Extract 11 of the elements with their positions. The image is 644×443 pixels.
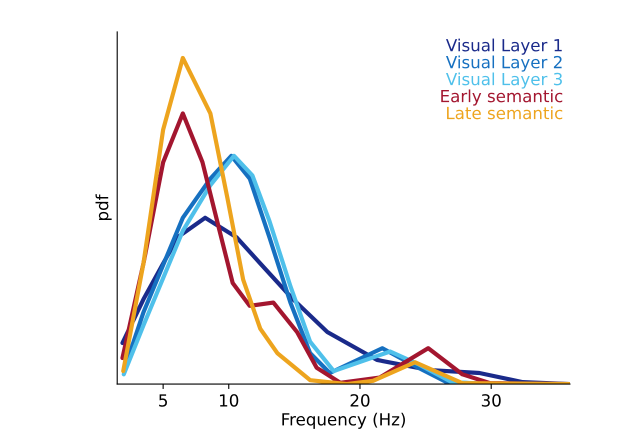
x-tick-label: 30 (482, 394, 501, 407)
text: Visual Layer 2 (446, 56, 562, 72)
x-tick-label: 5 (159, 394, 167, 407)
x-tick-label: 20 (350, 394, 370, 407)
text: Visual Layer 1 (446, 38, 562, 55)
x-tick-label: 10 (220, 394, 238, 407)
y-axis-title: pdf (96, 194, 112, 220)
x-axis-title: Frequency (Hz) (282, 412, 405, 429)
text: Visual Layer 3 (446, 72, 562, 89)
text: Late semantic (447, 106, 562, 120)
text: Early semantic (441, 89, 562, 106)
